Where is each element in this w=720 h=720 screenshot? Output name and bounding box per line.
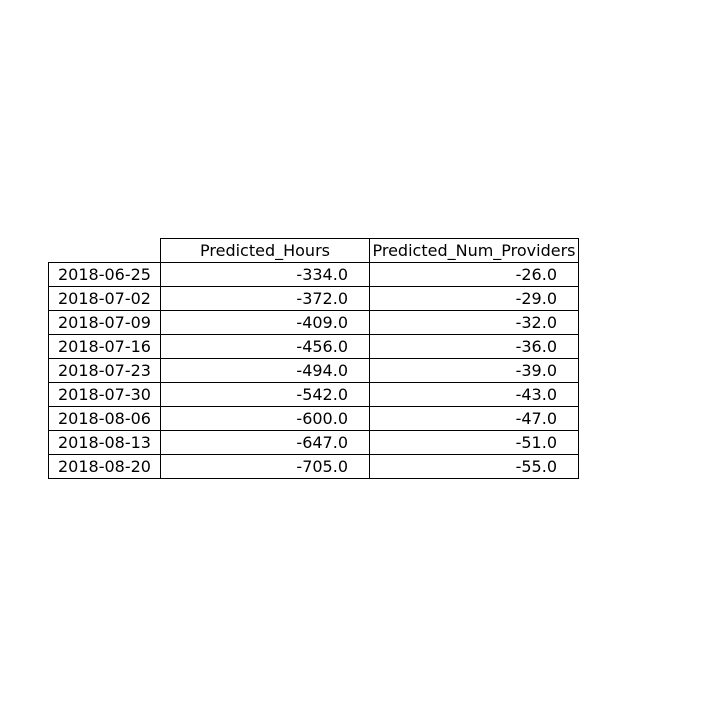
table-cell: -43.0 — [369, 382, 579, 407]
table-cell: -26.0 — [369, 262, 579, 287]
column-header: Predicted_Hours — [160, 238, 370, 263]
table-cell: -29.0 — [369, 286, 579, 311]
table-cell: -705.0 — [160, 454, 370, 479]
table-cell: -372.0 — [160, 286, 370, 311]
table-cell: -494.0 — [160, 358, 370, 383]
table-cell: -32.0 — [369, 310, 579, 335]
table-cell: -456.0 — [160, 334, 370, 359]
row-header: 2018-07-16 — [48, 334, 161, 359]
table-cell: -47.0 — [369, 406, 579, 431]
table-cell: -36.0 — [369, 334, 579, 359]
table-cell: -542.0 — [160, 382, 370, 407]
row-header: 2018-08-20 — [48, 454, 161, 479]
table-cell: -51.0 — [369, 430, 579, 455]
table-cell: -647.0 — [160, 430, 370, 455]
table-cell: -600.0 — [160, 406, 370, 431]
row-header: 2018-07-02 — [48, 286, 161, 311]
row-header: 2018-08-06 — [48, 406, 161, 431]
column-header: Predicted_Num_Providers — [369, 238, 579, 263]
row-header: 2018-08-13 — [48, 430, 161, 455]
table-cell: -409.0 — [160, 310, 370, 335]
table-cell: -334.0 — [160, 262, 370, 287]
table-cell: -55.0 — [369, 454, 579, 479]
row-header: 2018-06-25 — [48, 262, 161, 287]
row-header: 2018-07-09 — [48, 310, 161, 335]
row-header: 2018-07-30 — [48, 382, 161, 407]
table-cell: -39.0 — [369, 358, 579, 383]
row-header: 2018-07-23 — [48, 358, 161, 383]
